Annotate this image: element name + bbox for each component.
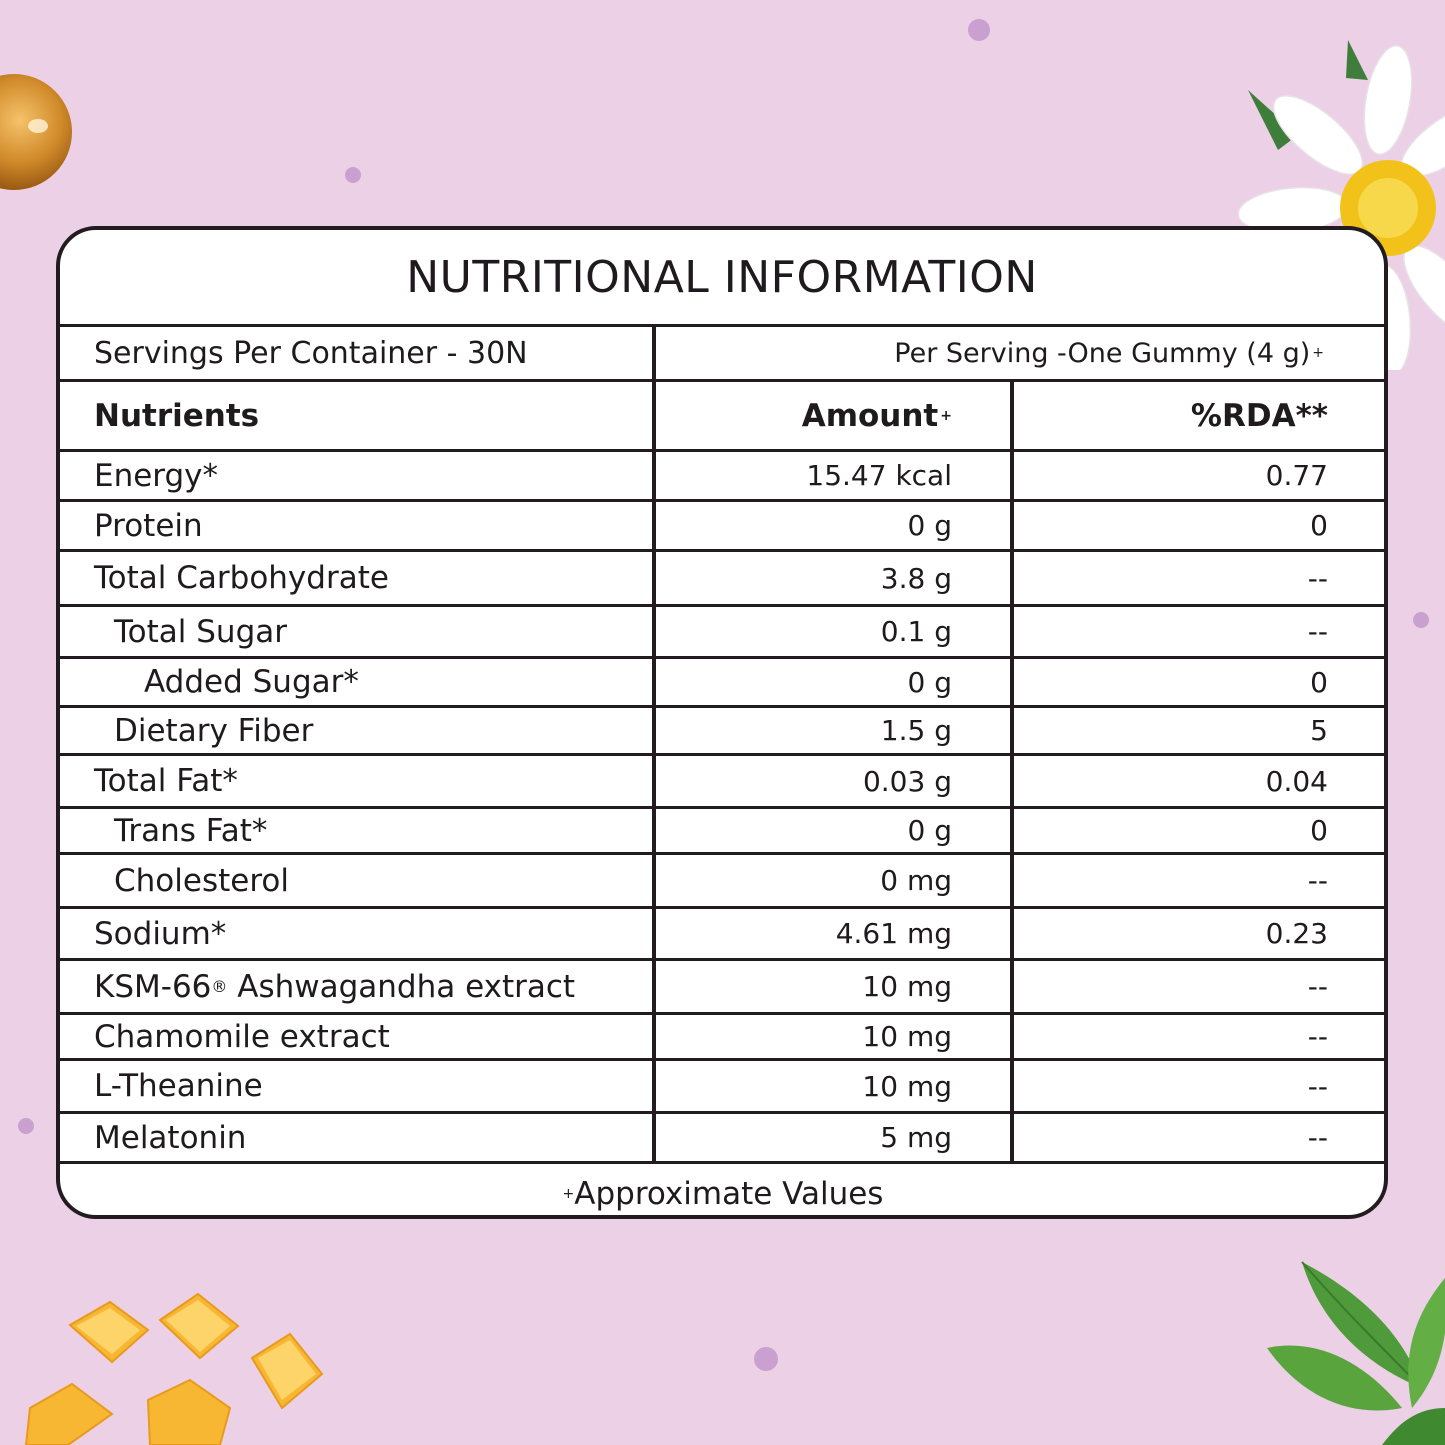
nutrition-panel: NUTRITIONAL INFORMATION Servings Per Con… — [56, 226, 1388, 1219]
nutrient-amount: 10 mg — [656, 961, 1014, 1012]
nutrient-rda: -- — [1307, 615, 1328, 648]
nutrient-rda: 0 — [1310, 814, 1328, 847]
nutrient-name: Chamomile extract — [60, 1015, 656, 1058]
table-row: Added Sugar* 0 g 0 — [60, 659, 1384, 708]
nutrient-amount: 3.8 g — [656, 552, 1014, 604]
header-amount: Amount + — [656, 382, 1014, 449]
nutrient-name: Dietary Fiber — [60, 708, 656, 753]
footer-mark: + — [562, 1186, 575, 1202]
nutrient-rda: -- — [1307, 1069, 1328, 1103]
table-row: Cholesterol 0 mg -- — [60, 855, 1384, 909]
nutrient-name: Protein — [60, 502, 656, 549]
nutrient-name: Energy* — [60, 452, 656, 499]
nutrient-amount: 4.61 mg — [656, 909, 1014, 958]
header-amount-text: Amount — [801, 397, 939, 434]
header-rda: %RDA** — [1190, 397, 1328, 434]
nutrient-amount: 0.03 g — [656, 756, 1014, 806]
nutrient-name: Total Sugar — [60, 607, 656, 656]
title-text: NUTRITIONAL INFORMATION — [406, 251, 1038, 303]
serving-row: Servings Per Container - 30N Per Serving… — [60, 327, 1384, 382]
per-serving-text: Per Serving -One Gummy (4 g) — [894, 337, 1311, 369]
nutrient-name: Melatonin — [60, 1114, 656, 1161]
nutrient-rda: 0.04 — [1265, 764, 1328, 798]
table-row: Total Carbohydrate 3.8 g -- — [60, 552, 1384, 607]
nutrient-rda: -- — [1307, 1121, 1328, 1154]
servings-per-container: Servings Per Container - 30N — [60, 327, 656, 379]
table-row: Total Sugar 0.1 g -- — [60, 607, 1384, 659]
nutrient-amount: 0 g — [656, 502, 1014, 549]
table-row: Melatonin 5 mg -- — [60, 1114, 1384, 1164]
decor-dot — [754, 1347, 778, 1371]
nutrient-name: Total Fat* — [60, 756, 656, 806]
per-serving-mark: + — [1312, 345, 1324, 361]
table-header: Nutrients Amount + %RDA** — [60, 382, 1384, 452]
nutrient-name: Sodium* — [60, 909, 656, 958]
nutrient-rda: -- — [1307, 864, 1328, 897]
nutrient-amount: 0.1 g — [656, 607, 1014, 656]
footer-note: + Approximate Values — [60, 1164, 1384, 1215]
nutrient-amount: 5 mg — [656, 1114, 1014, 1161]
nutrient-rda: 0 — [1310, 509, 1328, 542]
table-row: Trans Fat* 0 g 0 — [60, 809, 1384, 855]
table-row: Total Fat* 0.03 g 0.04 — [60, 756, 1384, 809]
nutrient-name: Cholesterol — [60, 855, 656, 906]
table-row: KSM-66 ® Ashwagandha extract 10 mg -- — [60, 961, 1384, 1015]
nutrient-name: Added Sugar* — [60, 659, 656, 705]
nutrient-amount: 15.47 kcal — [656, 452, 1014, 499]
nutrient-rda: 0 — [1310, 665, 1328, 699]
nutrient-rda: -- — [1307, 970, 1328, 1003]
header-nutrients: Nutrients — [60, 382, 656, 449]
nutrient-name: Total Carbohydrate — [60, 552, 656, 604]
decor-dot — [18, 1118, 34, 1134]
footer-text: Approximate Values — [574, 1176, 884, 1212]
decor-dot — [968, 19, 990, 41]
table-row: Energy* 15.47 kcal 0.77 — [60, 452, 1384, 502]
table-row: L-Theanine 10 mg -- — [60, 1061, 1384, 1114]
gummy-ball-icon — [0, 74, 72, 190]
nutrient-name: Trans Fat* — [60, 809, 656, 852]
nutrient-amount: 10 mg — [656, 1061, 1014, 1111]
panel-title: NUTRITIONAL INFORMATION — [60, 230, 1384, 327]
nutrient-amount: 0 g — [656, 809, 1014, 852]
nutrient-amount: 0 g — [656, 659, 1014, 705]
nutrient-name: L-Theanine — [60, 1061, 656, 1111]
nutrient-rda: 5 — [1310, 714, 1328, 747]
nutrient-name: KSM-66 ® Ashwagandha extract — [60, 961, 656, 1012]
nutrient-rda: 0.23 — [1265, 917, 1328, 950]
nutrient-amount: 0 mg — [656, 855, 1014, 906]
nutrient-amount: 10 mg — [656, 1015, 1014, 1058]
nutrient-name-suffix: Ashwagandha extract — [227, 968, 576, 1005]
table-row: Dietary Fiber 1.5 g 5 — [60, 708, 1384, 756]
nutrient-rda: 0.77 — [1265, 459, 1328, 492]
table-row: Protein 0 g 0 — [60, 502, 1384, 552]
nutrient-rda: -- — [1307, 1020, 1328, 1053]
nutrient-rda: -- — [1307, 561, 1328, 595]
decor-dot — [345, 167, 361, 183]
registered-mark: ® — [211, 977, 228, 996]
header-amount-mark: + — [940, 407, 952, 424]
table-row: Sodium* 4.61 mg 0.23 — [60, 909, 1384, 961]
nutrient-amount: 1.5 g — [656, 708, 1014, 753]
nutrient-name-prefix: KSM-66 — [94, 968, 212, 1005]
per-serving: Per Serving -One Gummy (4 g) + — [656, 327, 1384, 379]
mango-cubes-icon — [24, 1292, 324, 1445]
decor-dot — [1413, 612, 1429, 628]
table-row: Chamomile extract 10 mg -- — [60, 1015, 1384, 1061]
tea-leaves-icon — [1267, 1261, 1445, 1445]
